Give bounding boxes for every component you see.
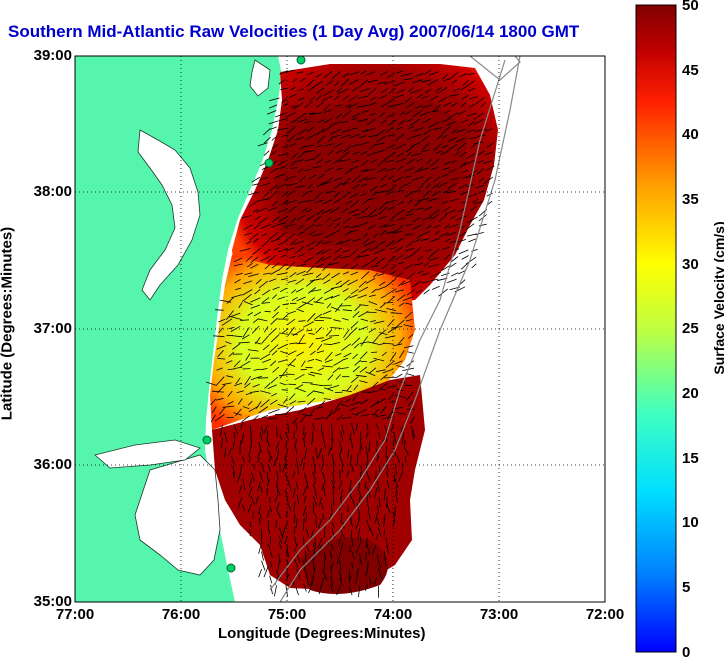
radar-station-marker xyxy=(227,564,235,572)
colorbar-tick: 20 xyxy=(682,385,699,402)
colorbar xyxy=(636,5,676,652)
y-tick-label: 38:00 xyxy=(8,183,72,200)
x-tick-label: 77:00 xyxy=(45,606,105,623)
x-axis-label: Longitude (Degrees:Minutes) xyxy=(218,625,426,642)
velocity-vector xyxy=(265,311,271,312)
colorbar-tick: 35 xyxy=(682,191,699,208)
x-tick-label: 76:00 xyxy=(151,606,211,623)
colorbar-tick: 10 xyxy=(682,514,699,531)
y-tick-label: 36:00 xyxy=(8,456,72,473)
velocity-vector xyxy=(405,440,406,450)
colorbar-label: Surface Velocity (cm/s) xyxy=(711,198,724,398)
velocity-vector xyxy=(395,506,396,516)
velocity-vector xyxy=(258,378,268,379)
y-tick-label: 37:00 xyxy=(8,320,72,337)
colorbar-tick: 15 xyxy=(682,450,699,467)
colorbar-tick: 30 xyxy=(682,256,699,273)
velocity-vector xyxy=(360,446,361,453)
radar-station-marker xyxy=(297,56,305,64)
colorbar-tick: 5 xyxy=(682,579,690,596)
x-tick-label: 73:00 xyxy=(469,606,529,623)
radar-station-marker xyxy=(203,436,211,444)
velocity-vector xyxy=(335,392,343,393)
colorbar-tick: 45 xyxy=(682,62,699,79)
colorbar-tick: 0 xyxy=(682,644,690,661)
velocity-vector xyxy=(405,385,412,386)
radar-station-marker xyxy=(265,159,273,167)
y-axis-label: Latitude (Degrees:Minutes) xyxy=(0,219,16,429)
x-tick-label: 75:00 xyxy=(257,606,317,623)
y-tick-label: 39:00 xyxy=(8,47,72,64)
x-tick-label: 72:00 xyxy=(575,606,635,623)
velocity-vector xyxy=(321,385,332,386)
colorbar-tick: 40 xyxy=(682,126,699,143)
velocity-vector xyxy=(302,383,313,384)
colorbar-tick: 25 xyxy=(682,320,699,337)
velocity-vector xyxy=(250,529,251,536)
colorbar-tick: 50 xyxy=(682,0,699,14)
x-tick-label: 74:00 xyxy=(363,606,423,623)
